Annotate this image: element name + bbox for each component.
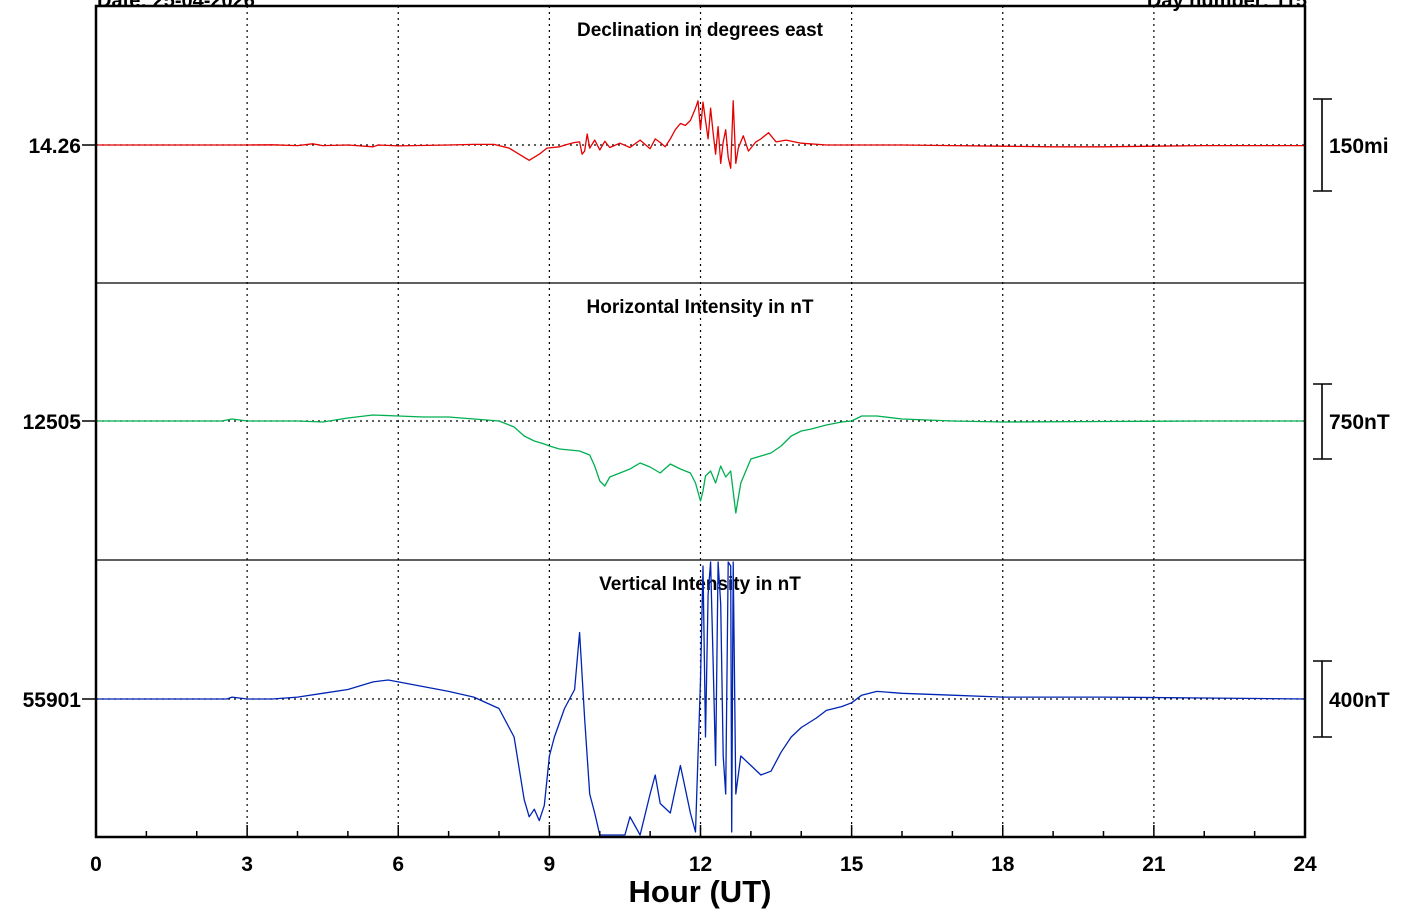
x-tick-label-15: 15 [840,853,864,876]
panel-title-3: Vertical Intensity in nT [599,574,801,595]
x-axis-title: Hour (UT) [629,874,772,909]
scale-label-2: 750nT [1329,411,1390,434]
x-tick-label-24: 24 [1293,853,1317,876]
panel-title-2: Horizontal Intensity in nT [587,297,814,318]
baseline-label-2: 12505 [23,411,82,434]
series-line-2 [96,414,1305,514]
baseline-label-3: 55901 [23,689,82,712]
x-tick-label-3: 3 [241,853,253,876]
baseline-label-1: 14.26 [28,135,81,158]
scale-label-3: 400nT [1329,689,1390,712]
series-line-3 [96,561,1306,836]
series-line-1 [96,100,1305,169]
x-tick-label-18: 18 [991,853,1015,876]
x-tick-label-0: 0 [90,853,102,876]
x-tick-label-12: 12 [689,853,712,876]
scale-label-1: 150mi [1329,135,1389,158]
panel-title-1: Declination in degrees east [577,20,824,41]
x-tick-label-6: 6 [392,853,404,876]
x-tick-label-9: 9 [544,853,556,876]
x-tick-label-21: 21 [1142,853,1166,876]
